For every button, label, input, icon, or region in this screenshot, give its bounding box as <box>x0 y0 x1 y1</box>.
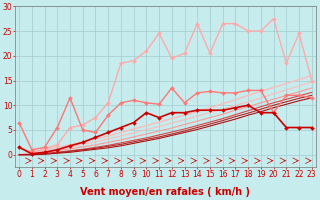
X-axis label: Vent moyen/en rafales ( km/h ): Vent moyen/en rafales ( km/h ) <box>80 187 251 197</box>
